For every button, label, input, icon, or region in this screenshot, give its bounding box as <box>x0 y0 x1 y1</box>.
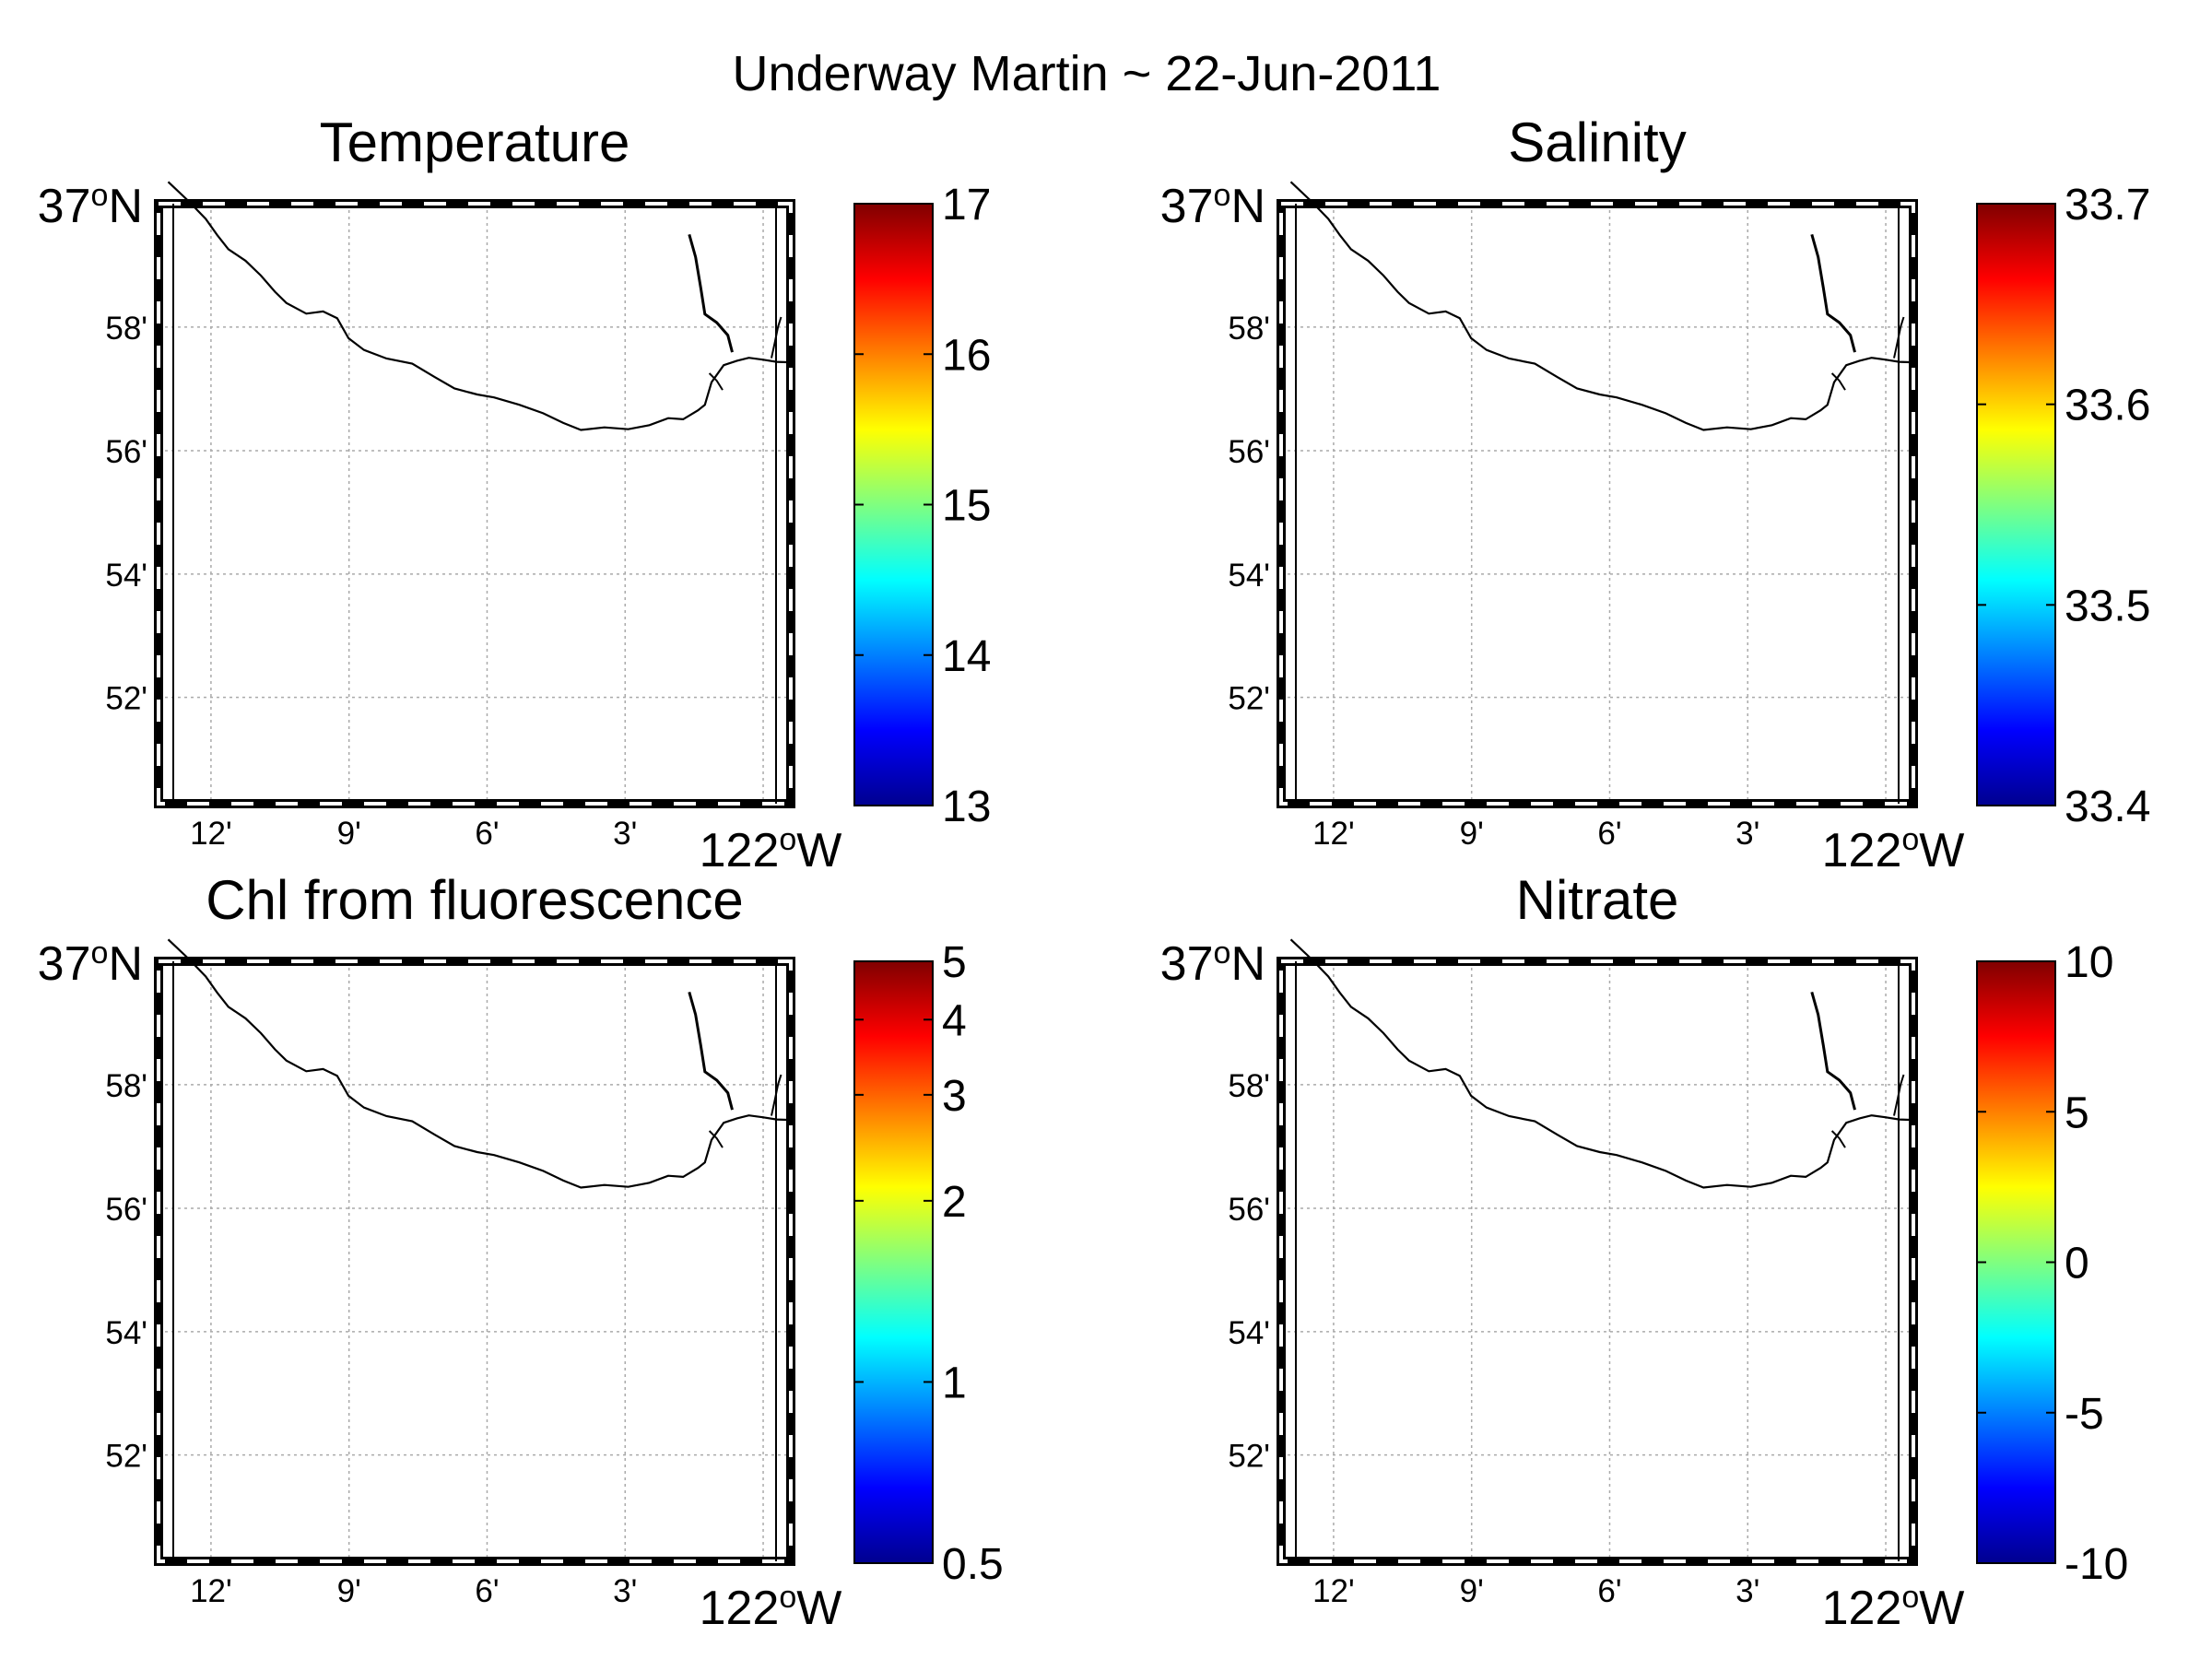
colorbar <box>1976 203 2056 806</box>
colorbar-tick-label: 4 <box>942 996 967 1045</box>
chart-panel: Temperature 12' 9' 6' 3' 122oW 37oN 58' 56' 54' 52… <box>38 112 992 877</box>
x-tick-label: 3' <box>613 1573 637 1609</box>
plot-area <box>159 961 791 1561</box>
plot-area <box>1281 204 1913 804</box>
chart-panel: Nitrate 12' 9' 6' 3' 122oW 37oN 58' 56' 54' 52' -10… <box>1160 869 2129 1635</box>
x-tick-label: 12' <box>190 1573 232 1609</box>
x-tick-label: 3' <box>1735 816 1759 852</box>
y-tick-label: 56' <box>105 1192 147 1228</box>
x-tick-label: 9' <box>1460 1573 1484 1609</box>
colorbar-tick-label: 14 <box>942 632 991 681</box>
x-tick-label: 6' <box>475 1573 499 1609</box>
x-tick-label: 12' <box>1312 1573 1355 1609</box>
colorbar-tick-label: 5 <box>2065 1088 2089 1137</box>
colorbar <box>1976 960 2056 1564</box>
river-line <box>688 991 734 1111</box>
jetty-line <box>708 1130 724 1148</box>
y-tick-label: 52' <box>1228 681 1270 717</box>
colorbar-tick-label: 0 <box>2065 1240 2089 1288</box>
x-tick-label: 122oW <box>1822 1580 1965 1635</box>
x-tick-label: 9' <box>337 1573 361 1609</box>
map-frame-pattern <box>1279 202 1915 806</box>
map-frame-pattern <box>1279 959 1915 1563</box>
colorbar-tick-label: -10 <box>2065 1540 2128 1589</box>
colorbar-tick-label: 3 <box>942 1072 967 1121</box>
y-tick-label: 56' <box>1228 1192 1270 1228</box>
colorbar-tick-label: 33.5 <box>2065 582 2150 630</box>
panel-title: Salinity <box>1508 112 1686 173</box>
colorbar-tick-label: 13 <box>942 782 991 831</box>
y-tick-label: 58' <box>1228 311 1270 347</box>
y-tick-label: 37oN <box>1160 935 1265 991</box>
x-tick-label: 9' <box>1460 816 1484 852</box>
x-tick-label: 12' <box>190 816 232 852</box>
y-tick-label: 54' <box>1228 558 1270 594</box>
x-tick-label: 12' <box>1312 816 1355 852</box>
map-frame-pattern <box>157 202 793 806</box>
colorbar <box>853 960 934 1564</box>
coastline <box>1289 938 1910 1189</box>
y-tick-label: 58' <box>105 311 147 347</box>
y-tick-label: 58' <box>1228 1068 1270 1104</box>
panel-title: Nitrate <box>1516 869 1679 931</box>
colorbar-tick-label: 5 <box>942 938 967 987</box>
chart-panel: Chl from fluorescence 12' 9' 6' 3' 122oW 37oN 5… <box>38 869 1004 1635</box>
panel-title: Chl from fluorescence <box>206 869 744 931</box>
jetty-line <box>1830 372 1846 391</box>
x-tick-label: 122oW <box>700 822 842 877</box>
plot-area <box>1281 961 1913 1561</box>
colorbar-tick-label: 15 <box>942 482 991 531</box>
map-frame-pattern <box>157 959 793 1563</box>
colorbar-tick-label: 0.5 <box>942 1540 1004 1589</box>
coastline <box>1289 181 1910 431</box>
colorbar-tick-label: 33.7 <box>2065 181 2150 229</box>
y-tick-label: 37oN <box>38 178 143 233</box>
x-tick-label: 6' <box>1597 1573 1621 1609</box>
chart-panel: Salinity 12' 9' 6' 3' 122oW 37oN 58' 56' 54' 52' 33… <box>1160 112 2151 877</box>
river-line <box>688 233 734 353</box>
coastline <box>167 938 787 1189</box>
y-tick-label: 52' <box>1228 1439 1270 1475</box>
y-tick-label: 58' <box>105 1068 147 1104</box>
coastline <box>167 181 787 431</box>
colorbar-tick-label: -5 <box>2065 1390 2104 1439</box>
jetty-line <box>708 372 724 391</box>
x-tick-label: 3' <box>613 816 637 852</box>
y-tick-label: 52' <box>105 1439 147 1475</box>
colorbar-tick-label: 10 <box>2065 938 2113 987</box>
y-tick-label: 37oN <box>38 935 143 991</box>
y-tick-label: 56' <box>1228 434 1270 470</box>
y-tick-label: 52' <box>105 681 147 717</box>
river-line <box>1810 991 1856 1111</box>
figure-title: Underway Martin ~ 22-Jun-2011 <box>733 46 1441 101</box>
x-tick-label: 3' <box>1735 1573 1759 1609</box>
colorbar-tick-label: 33.6 <box>2065 382 2150 430</box>
colorbar-tick-label: 16 <box>942 331 991 380</box>
y-tick-label: 54' <box>105 1315 147 1351</box>
jetty-line <box>1830 1130 1846 1148</box>
x-tick-label: 9' <box>337 816 361 852</box>
y-tick-label: 54' <box>105 558 147 594</box>
y-tick-label: 54' <box>1228 1315 1270 1351</box>
x-tick-label: 122oW <box>700 1580 842 1635</box>
x-tick-label: 122oW <box>1822 822 1965 877</box>
colorbar-tick-label: 2 <box>942 1178 967 1227</box>
plot-area <box>159 204 791 804</box>
y-tick-label: 37oN <box>1160 178 1265 233</box>
colorbar-tick-label: 33.4 <box>2065 782 2150 831</box>
y-tick-label: 56' <box>105 434 147 470</box>
panel-title: Temperature <box>320 112 630 173</box>
x-tick-label: 6' <box>475 816 499 852</box>
colorbar-tick-label: 1 <box>942 1359 967 1407</box>
x-tick-label: 6' <box>1597 816 1621 852</box>
colorbar-tick-label: 17 <box>942 181 991 229</box>
river-line <box>1810 233 1856 353</box>
colorbar <box>853 203 934 806</box>
